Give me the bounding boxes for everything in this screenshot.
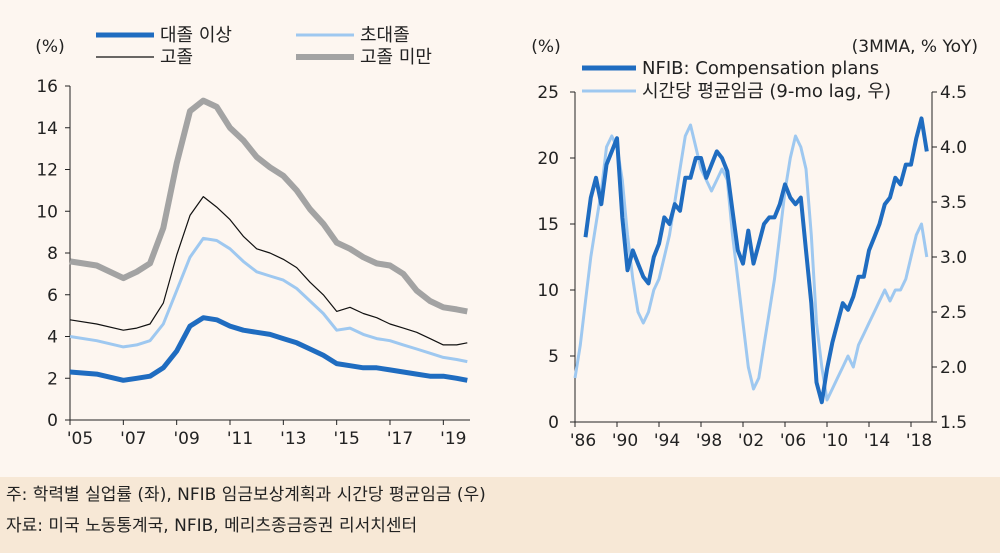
right-x-tick-label: '18	[906, 431, 932, 451]
left-legend-label: 대졸 이상	[160, 25, 232, 46]
right-y-unit-label: (%)	[531, 37, 560, 57]
left-x-tick-label: '19	[440, 429, 466, 449]
right-x-tick-label: '86	[570, 431, 596, 451]
footer: 주: 학력별 실업률 (좌), NFIB 임금보상계획과 시간당 평균임금 (우…	[0, 477, 1000, 553]
left-y-tick-label: 4	[47, 328, 58, 348]
left-x-tick-label: '11	[227, 429, 253, 449]
left-y-tick-label: 6	[47, 286, 58, 306]
left-y-tick-label: 8	[47, 244, 58, 264]
left-series-line-0	[69, 315, 468, 383]
left-x-tick-label: '17	[387, 429, 413, 449]
right-legend-label: 시간당 평균임금 (9-mo lag, 우)	[642, 81, 891, 102]
left-series-line-1	[69, 236, 468, 364]
right-y2-tick-label: 1.5	[940, 413, 967, 433]
right-x-tick-label: '06	[780, 431, 806, 451]
footer-note: 주: 학력별 실업률 (좌), NFIB 임금보상계획과 시간당 평균임금 (우…	[6, 485, 486, 505]
left-y-unit-label: (%)	[35, 37, 64, 57]
left-x-tick-label: '15	[334, 429, 360, 449]
left-y-tick-label: 12	[36, 161, 58, 181]
right-y-tick-label: 10	[537, 281, 559, 301]
right-legend-label: NFIB: Compensation plans	[642, 58, 879, 79]
left-series-line-2	[69, 196, 468, 346]
right-x-tick-label: '90	[612, 431, 638, 451]
right-x-tick-label: '02	[738, 431, 764, 451]
left-y-tick-label: 0	[47, 411, 58, 431]
right-y2-tick-label: 3.5	[940, 193, 967, 213]
right-y-tick-label: 25	[537, 83, 559, 103]
right-y-tick-label: 20	[537, 149, 559, 169]
chart-right-nfib-wages: 0 5 10 15 20 25 1.5 2.0 2.5 3.0 3.5 4.0 4.5 '86 '90 '94…	[531, 37, 978, 451]
right-x-tick-label: '98	[696, 431, 722, 451]
right-y-tick-label: 0	[548, 413, 559, 433]
left-series-line-3	[69, 97, 468, 315]
footer-source: 자료: 미국 노동통계국, NFIB, 메리츠종금증권 리서치센터	[6, 516, 418, 536]
right-x-tick-label: '14	[864, 431, 890, 451]
left-x-tick-label: '05	[67, 429, 93, 449]
right-y2-tick-label: 4.5	[940, 83, 967, 103]
right-y-tick-label: 15	[537, 215, 559, 235]
right-y2-tick-label: 2.5	[940, 303, 967, 323]
right-x-tick-label: '94	[654, 431, 680, 451]
left-x-tick-label: '13	[280, 429, 306, 449]
left-x-tick-label: '07	[120, 429, 146, 449]
chart-left-unemployment-by-education: 0 2 4 6 8 10 12 14 16 '05 '07 '09 '11 '13 '15 '17 '19 (%)…	[35, 25, 470, 449]
right-series-line-nfib	[583, 116, 929, 405]
left-x-tick-label: '09	[174, 429, 200, 449]
left-legend-label: 고졸	[160, 47, 193, 68]
left-y-tick-label: 16	[36, 77, 58, 97]
left-legend-label: 초대졸	[360, 25, 410, 46]
right-y2-tick-label: 4.0	[940, 138, 967, 158]
right-y-tick-label: 5	[548, 347, 559, 367]
right-y2-tick-label: 3.0	[940, 248, 967, 268]
right-y2-unit-label: (3MMA, % YoY)	[852, 37, 978, 57]
figure: 0 2 4 6 8 10 12 14 16 '05 '07 '09 '11 '13 '15 '17 '19 (%)…	[35, 25, 978, 451]
right-series-line-wages	[573, 123, 929, 402]
right-x-tick-label: '10	[822, 431, 848, 451]
left-legend-label: 고졸 미만	[360, 47, 432, 68]
left-y-tick-label: 14	[36, 119, 58, 139]
right-y2-tick-label: 2.0	[940, 358, 967, 378]
left-y-tick-label: 10	[36, 202, 58, 222]
left-y-tick-label: 2	[47, 369, 58, 389]
